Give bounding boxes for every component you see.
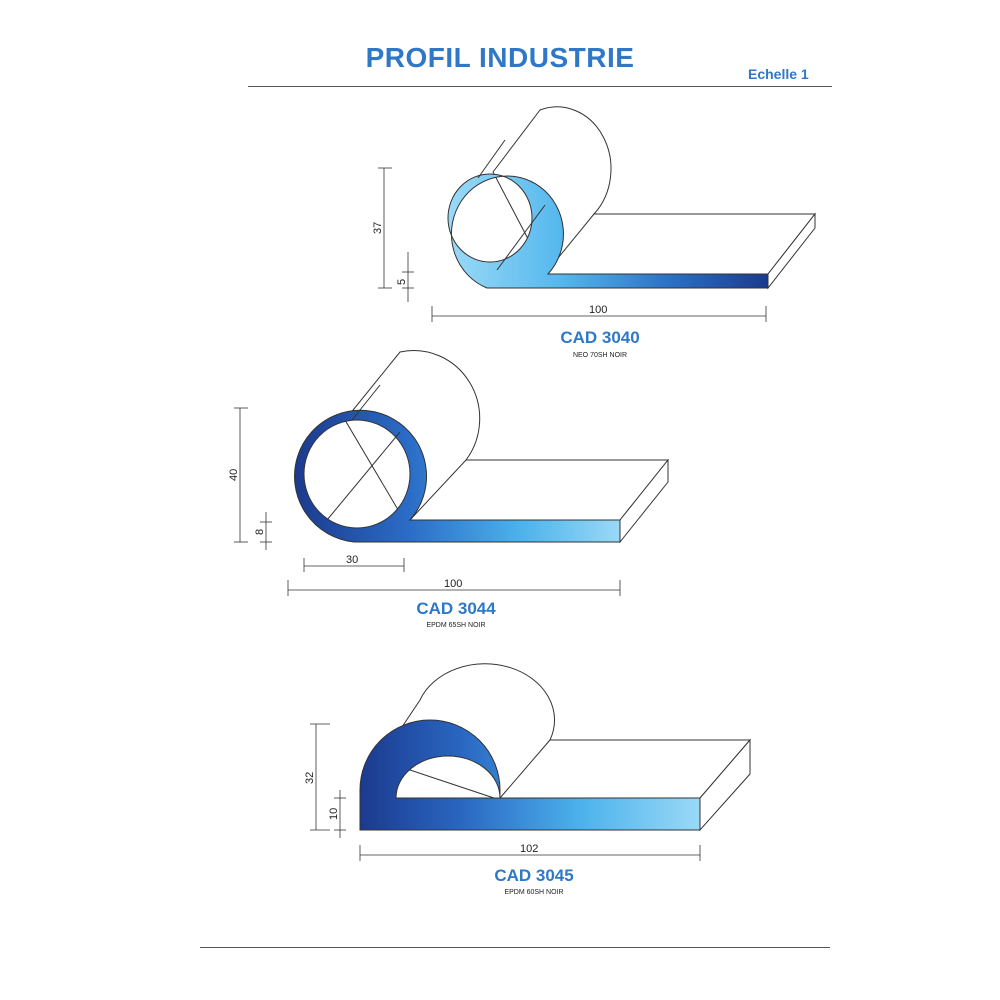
profile-cad-3044: 40 8 30 100 bbox=[228, 350, 670, 596]
inner-bore-line bbox=[496, 204, 546, 271]
dim-thickness: 5 bbox=[396, 279, 408, 285]
dim-thickness: 8 bbox=[254, 529, 266, 535]
dim-height: 40 bbox=[228, 469, 240, 481]
scale-label: Echelle 1 bbox=[748, 66, 809, 82]
profile-material-cad-3045: EPDM 60SH NOIR bbox=[504, 889, 564, 896]
profile-code-cad-3044: CAD 3044 bbox=[416, 599, 496, 618]
dim-width: 100 bbox=[589, 304, 607, 316]
dim-height: 32 bbox=[304, 772, 316, 784]
dim-bulb: 30 bbox=[346, 554, 358, 566]
dim-width: 102 bbox=[520, 843, 538, 855]
tube-extrusion bbox=[492, 106, 612, 278]
tube-top-line bbox=[477, 139, 506, 179]
profile-cad-3045: 32 10 102 bbox=[304, 663, 752, 861]
footer-rule bbox=[200, 947, 830, 948]
header-rule bbox=[248, 86, 832, 87]
profile-code-cad-3040: CAD 3040 bbox=[560, 328, 640, 347]
profile-code-cad-3045: CAD 3045 bbox=[494, 866, 574, 885]
profile-cad-3040: 37 5 100 bbox=[372, 106, 817, 322]
cross-section bbox=[359, 719, 701, 831]
cross-section bbox=[294, 409, 621, 543]
inner-bore-line bbox=[326, 431, 401, 521]
dim-width: 100 bbox=[444, 578, 462, 590]
profile-material-cad-3040: NEO 70SH NOIR bbox=[572, 352, 628, 359]
cross-section bbox=[447, 173, 769, 289]
profile-material-cad-3044: EPDM 65SH NOIR bbox=[426, 622, 486, 629]
tube-top-line bbox=[351, 384, 381, 421]
page-title: PROFIL INDUSTRIE bbox=[365, 42, 635, 73]
dim-height: 37 bbox=[372, 222, 384, 234]
dim-thickness: 10 bbox=[328, 808, 340, 820]
